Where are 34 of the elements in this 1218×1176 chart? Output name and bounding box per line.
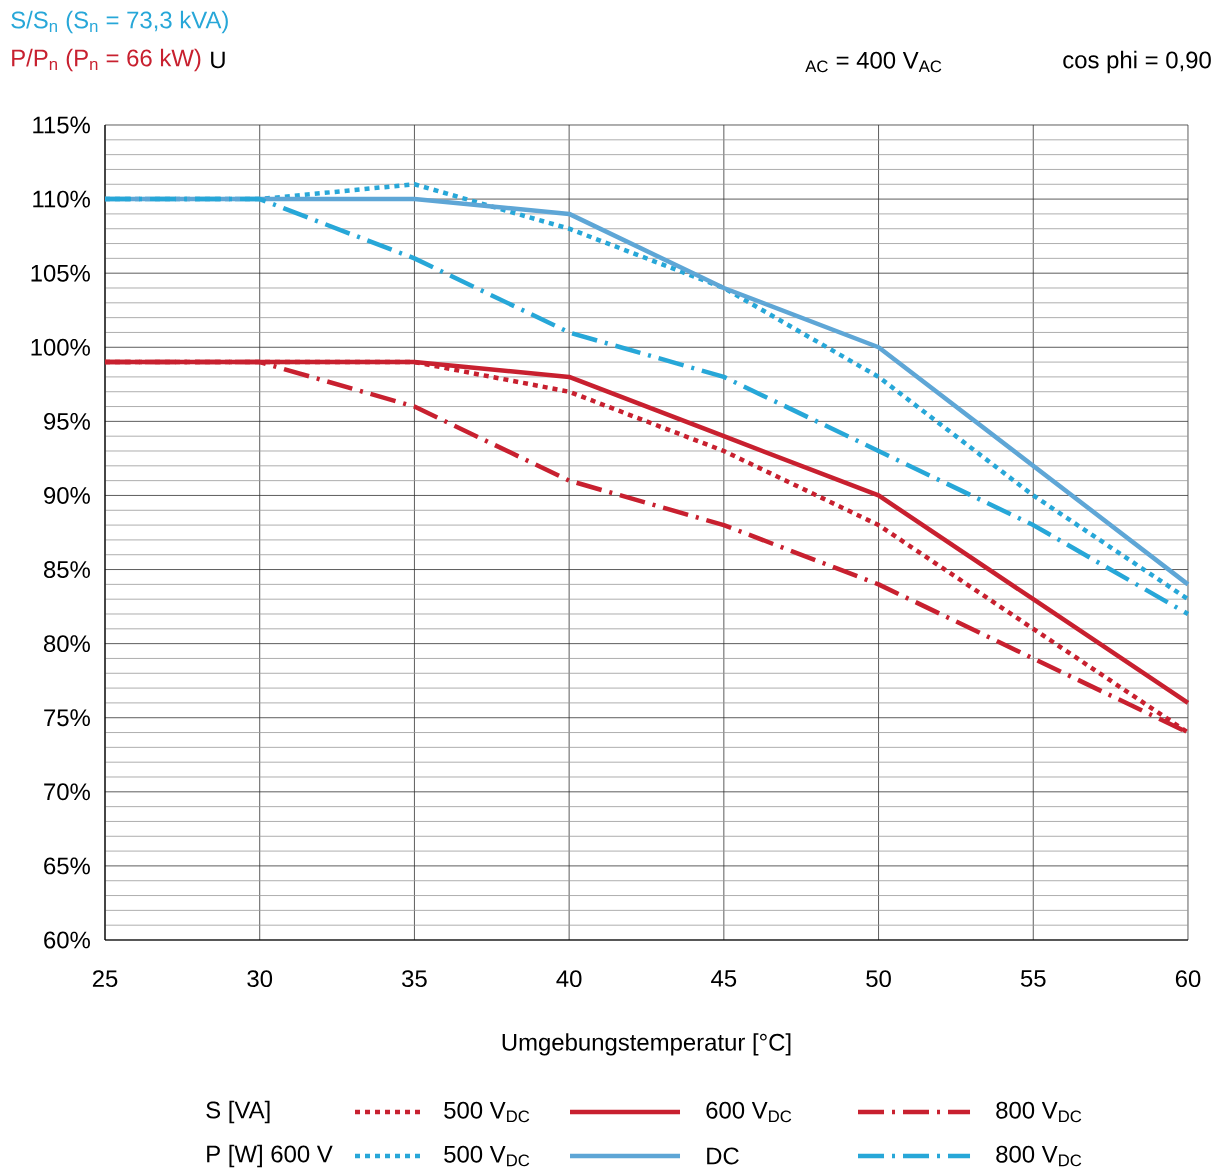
x-tick-label: 35 bbox=[402, 970, 427, 988]
y-tick-label: 80% bbox=[44, 635, 90, 653]
x-axis-title: Umgebungstemperatur [°C] bbox=[502, 1033, 791, 1056]
x-tick-label: 25 bbox=[92, 970, 118, 988]
y-tick-label: 65% bbox=[44, 857, 90, 875]
legend-label: DC bbox=[707, 1147, 739, 1165]
y-tick-label: 60% bbox=[44, 931, 90, 949]
legend-label: 500 V$_{DC}$ bbox=[444, 1101, 530, 1123]
x-tick-label: 50 bbox=[866, 970, 891, 988]
legend-label: 800 V$_{DC}$ bbox=[996, 1101, 1082, 1123]
legend-label: 500 V$_{DC}$ bbox=[444, 1145, 530, 1167]
x-tick-label: 45 bbox=[711, 970, 737, 987]
text: P/P$_{n}$ (P$_{n}$ = 66 kW) bbox=[12, 48, 201, 72]
legend-label: 600 V$_{DC}$ bbox=[706, 1101, 792, 1123]
y-tick-label: 90% bbox=[44, 486, 90, 504]
x-tick-label: 40 bbox=[556, 970, 582, 988]
y-tick-label: 85% bbox=[44, 561, 90, 579]
x-tick-label: 60 bbox=[1175, 970, 1201, 988]
text: cos phi = 0,90 bbox=[1063, 50, 1211, 74]
x-tick-label: 55 bbox=[1020, 970, 1046, 987]
y-tick-label: 100% bbox=[31, 338, 90, 356]
y-tick-label: 105% bbox=[31, 264, 90, 282]
y-tick-label: 95% bbox=[44, 412, 90, 430]
text: P [W] 600 V bbox=[207, 1144, 333, 1168]
text: $_{AC}$ = 400 V$_{AC}$ bbox=[805, 51, 942, 73]
y-tick-label: 75% bbox=[44, 709, 90, 727]
y-tick-label: 115% bbox=[33, 116, 90, 134]
x-tick-label: 30 bbox=[247, 970, 273, 988]
text: S [VA] bbox=[206, 1100, 270, 1124]
y-tick-label: 70% bbox=[44, 783, 90, 801]
text: U bbox=[211, 51, 225, 69]
text: S/S$_{n}$ (S$_{n}$ = 73,3 kVA) bbox=[11, 10, 228, 34]
legend-label: 800 V$_{DC}$ bbox=[996, 1145, 1082, 1167]
y-tick-label: 110% bbox=[33, 190, 90, 208]
